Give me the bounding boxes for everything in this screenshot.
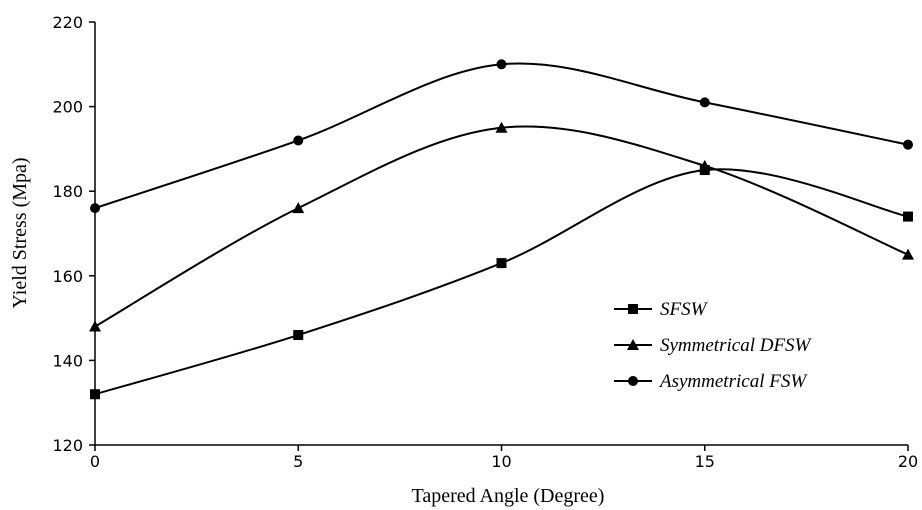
data-point: [495, 121, 508, 133]
legend-label: Symmetrical DFSW: [660, 335, 813, 356]
legend-marker: [627, 339, 639, 350]
data-point: [902, 248, 914, 260]
x-tick-label: 0: [90, 452, 100, 471]
x-axis-title: Tapered Angle (Degree): [412, 485, 605, 507]
legend-marker: [628, 304, 638, 314]
legend-label: Asymmetrical FSW: [658, 371, 808, 392]
data-point: [293, 330, 304, 341]
data-point: [496, 258, 507, 269]
data-point: [496, 59, 507, 70]
legend: SFSW Symmetrical DFSW Asymmetrical FSW: [614, 299, 813, 392]
data-point: [90, 389, 100, 400]
data-point: [698, 159, 711, 171]
y-tick-label: 160: [52, 267, 83, 286]
series-group: [89, 59, 914, 400]
x-tick-label: 15: [695, 452, 715, 471]
series-triangle: [89, 121, 914, 332]
y-tick-label: 220: [52, 13, 83, 32]
data-point: [292, 202, 305, 214]
legend-item: Asymmetrical FSW: [614, 371, 808, 392]
y-tick-label: 140: [52, 351, 83, 370]
series-line: [94, 125, 909, 328]
data-point: [293, 135, 304, 146]
x-tick-label: 20: [898, 452, 918, 471]
data-point: [89, 320, 101, 332]
legend-label: SFSW: [660, 299, 709, 320]
legend-item: Symmetrical DFSW: [614, 335, 813, 356]
series-line: [94, 62, 909, 210]
y-tick-label: 200: [52, 98, 83, 117]
data-point: [903, 211, 913, 222]
x-tick-label: 5: [293, 452, 303, 471]
series-circle: [90, 59, 913, 214]
data-point: [90, 203, 100, 214]
x-tick-label: 10: [491, 452, 511, 471]
y-axis-title: Yield Stress (Mpa): [9, 157, 31, 308]
legend-item: SFSW: [614, 299, 709, 320]
legend-marker: [628, 376, 638, 386]
data-point: [903, 139, 913, 150]
y-tick-label: 180: [52, 182, 83, 201]
tick-labels: 0 5 10 15 20 120 140 160 180 200 220: [52, 13, 918, 471]
series-line: [94, 168, 909, 396]
axes: [89, 21, 909, 451]
data-point: [699, 97, 710, 108]
y-tick-label: 120: [52, 436, 83, 455]
